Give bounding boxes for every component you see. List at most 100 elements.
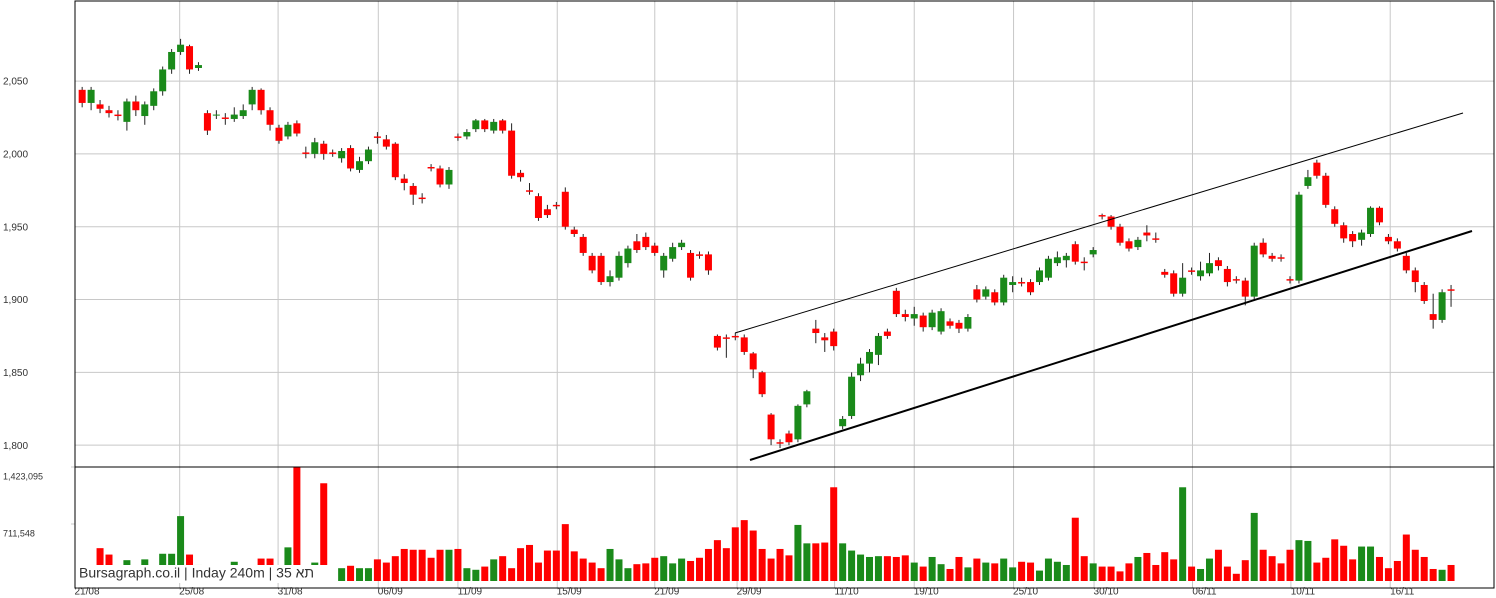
volume-bar — [776, 548, 784, 581]
candle-body — [749, 353, 757, 370]
candle-body — [1062, 255, 1070, 261]
candle-body — [203, 113, 211, 131]
volume-bar — [857, 554, 865, 581]
candle-body — [830, 331, 838, 347]
x-tick-label: 29/09 — [737, 587, 762, 598]
volume-bar — [722, 548, 730, 581]
candle-body — [919, 315, 927, 328]
volume-bar — [1241, 560, 1249, 581]
volume-bar — [874, 556, 882, 581]
candle-body — [1027, 282, 1035, 293]
candle-body — [597, 255, 605, 283]
candle-body — [660, 255, 668, 271]
volume-bar — [910, 562, 918, 581]
candle-body — [194, 65, 202, 68]
candle-body — [221, 117, 229, 119]
candle-body — [991, 292, 999, 303]
volume-bar — [678, 558, 686, 581]
volume-bar — [794, 524, 802, 581]
volume-bar — [418, 549, 426, 581]
volume-bar — [1420, 556, 1428, 581]
candle-body — [669, 247, 677, 259]
volume-bar — [517, 548, 525, 581]
candle-body — [1384, 236, 1392, 242]
x-tick-label: 11/09 — [458, 587, 483, 598]
candle-body — [687, 252, 695, 278]
candle-body — [418, 197, 426, 200]
volume-bar — [1134, 556, 1142, 581]
volume-bar — [1161, 552, 1169, 581]
trend-line-lower — [749, 230, 1473, 461]
candle-body — [212, 114, 220, 116]
volume-bar — [1044, 558, 1052, 581]
x-tick-label: 06/11 — [1192, 587, 1217, 598]
volume-bar — [1143, 552, 1151, 581]
candle-body — [382, 139, 390, 147]
x-tick-label: 25/10 — [1013, 587, 1038, 598]
volume-bar — [1018, 561, 1026, 581]
candle-body — [1035, 270, 1043, 283]
volume-bar — [946, 568, 954, 581]
volume-bar — [1393, 560, 1401, 581]
candle-body — [275, 127, 283, 141]
volume-bar — [660, 556, 668, 581]
volume-bar — [1080, 556, 1088, 581]
candle-body — [1214, 260, 1222, 267]
grid-layer — [71, 1, 1494, 588]
volume-bar — [740, 520, 748, 581]
candle-body — [347, 148, 355, 169]
candle-body — [481, 120, 489, 130]
volume-bar — [642, 563, 650, 581]
x-tick-label: 16/11 — [1390, 587, 1415, 598]
candle-body — [1197, 270, 1205, 277]
candle-body — [1143, 232, 1151, 236]
candle-body — [1053, 257, 1061, 264]
candle-body — [1107, 216, 1115, 227]
candle-body — [186, 46, 194, 70]
volume-bar — [696, 557, 704, 581]
volume-bar — [651, 557, 659, 581]
candle-body — [642, 236, 650, 248]
candle-body — [1170, 273, 1178, 294]
candle-body — [955, 322, 963, 329]
volume-bar — [1375, 556, 1383, 581]
volume-bar — [588, 562, 596, 581]
volume-bar — [821, 542, 829, 581]
x-tick-label: 30/10 — [1094, 587, 1119, 598]
candle-body — [436, 168, 444, 185]
volume-bar — [534, 562, 542, 581]
candle-body — [1188, 270, 1196, 272]
candle-body — [96, 104, 104, 109]
y-tick-label: 1,800 — [3, 441, 28, 452]
candle-body — [472, 120, 480, 130]
candle-body — [561, 191, 569, 227]
candle-body — [857, 363, 865, 376]
volume-bar — [1053, 561, 1061, 581]
candle-body — [78, 89, 86, 103]
candle-body — [552, 204, 560, 207]
candle-body — [1241, 280, 1249, 297]
y-tick-label: 1,950 — [3, 222, 28, 233]
candle-body — [767, 414, 775, 440]
volume-bar — [865, 556, 873, 581]
x-tick-label: 06/09 — [378, 587, 403, 598]
candle-body — [526, 190, 534, 192]
candle-body — [892, 290, 900, 315]
volume-bar — [570, 551, 578, 581]
volume-bar — [1214, 549, 1222, 581]
plot-border — [74, 0, 1495, 589]
candle-body — [1268, 255, 1276, 259]
volume-bar — [96, 548, 104, 581]
volume-bar — [364, 568, 372, 581]
volume-bar — [785, 555, 793, 581]
candle-body — [1331, 209, 1339, 224]
candle-body — [87, 89, 95, 103]
volume-bar — [1250, 512, 1258, 581]
candle-body — [964, 317, 972, 329]
candle-body — [874, 335, 882, 355]
x-tick-label: 25/08 — [179, 587, 204, 598]
candle-body — [1393, 241, 1401, 249]
candle-body — [1375, 207, 1383, 223]
candle-body — [1152, 238, 1160, 240]
candle-body — [1286, 279, 1294, 281]
